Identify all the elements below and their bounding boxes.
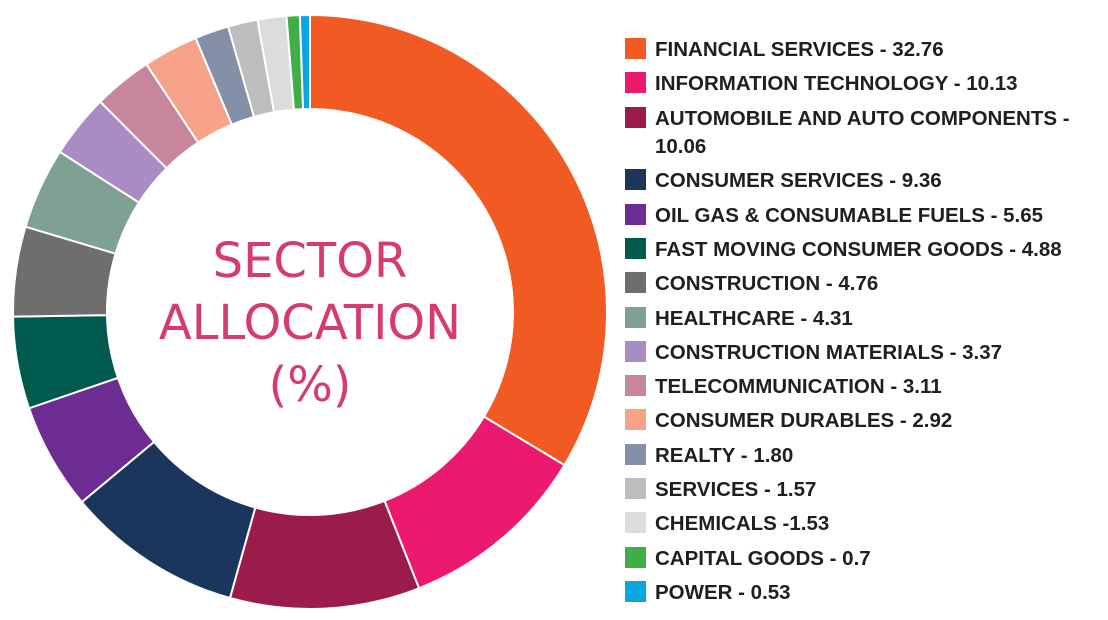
legend-item-7: HEALTHCARE - 4.31 (625, 305, 1105, 334)
legend-swatch (625, 272, 646, 294)
legend-item-0: FINANCIAL SERVICES - 32.76 (625, 36, 1105, 65)
legend-item-1: INFORMATION TECHNOLOGY - 10.13 (625, 70, 1105, 99)
chart-title-line-1: SECTOR (212, 233, 408, 289)
legend-swatch (625, 237, 646, 259)
donut-slice-15 (298, 13, 311, 111)
legend-label: AUTOMOBILE AND AUTO COMPONENTS - 10.06 (655, 106, 1070, 159)
legend-swatch (625, 546, 646, 568)
legend-swatch (625, 375, 646, 397)
legend-swatch (625, 443, 646, 465)
legend-swatch (625, 169, 646, 191)
legend-item-14: CAPITAL GOODS - 0.7 (625, 545, 1105, 574)
legend-label: FAST MOVING CONSUMER GOODS - 4.88 (655, 237, 1062, 261)
legend-swatch (625, 478, 646, 500)
legend-item-8: CONSTRUCTION MATERIALS - 3.37 (625, 339, 1105, 368)
chart-title: SECTOR ALLOCATION (%) (105, 230, 515, 416)
legend-item-12: SERVICES - 1.57 (625, 476, 1105, 505)
legend-swatch (625, 306, 646, 328)
legend-item-11: REALTY - 1.80 (625, 442, 1105, 471)
legend-label: CHEMICALS -1.53 (655, 512, 830, 536)
legend-item-9: TELECOMMUNICATION - 3.11 (625, 373, 1105, 402)
legend-swatch (625, 340, 646, 362)
legend-label: TELECOMMUNICATION - 3.11 (655, 375, 942, 399)
legend-swatch (625, 203, 646, 225)
legend-label: FINANCIAL SERVICES - 32.76 (655, 38, 944, 61)
legend-swatch (625, 72, 646, 94)
legend-swatch (625, 106, 646, 128)
legend-label: SERVICES - 1.57 (655, 478, 817, 502)
legend-item-3: CONSUMER SERVICES - 9.36 (625, 167, 1105, 196)
legend-label: CONSTRUCTION MATERIALS - 3.37 (655, 340, 1002, 364)
legend-item-15: POWER - 0.53 (625, 579, 1105, 608)
legend-label: HEALTHCARE - 4.31 (655, 306, 853, 330)
legend-swatch (625, 409, 646, 431)
donut-slice-0 (309, 13, 608, 467)
legend-label: CONSTRUCTION - 4.76 (655, 272, 879, 296)
legend-item-13: CHEMICALS -1.53 (625, 510, 1105, 539)
legend-label: INFORMATION TECHNOLOGY - 10.13 (655, 72, 1018, 96)
legend-item-6: CONSTRUCTION - 4.76 (625, 270, 1105, 299)
legend-swatch (625, 512, 646, 534)
legend-swatch (625, 580, 646, 602)
donut-slice-2 (228, 499, 421, 610)
donut-svg (12, 13, 608, 610)
legend-label: POWER - 0.53 (655, 580, 791, 604)
chart-title-line-3: (%) (268, 357, 352, 413)
legend-item-5: FAST MOVING CONSUMER GOODS - 4.88 (625, 236, 1105, 265)
legend-item-2: AUTOMOBILE AND AUTO COMPONENTS - 10.06 (625, 105, 1105, 162)
legend-label: CONSUMER DURABLES - 2.92 (655, 409, 953, 433)
legend-label: OIL GAS & CONSUMABLE FUELS - 5.65 (655, 203, 1044, 227)
legend-label: CONSUMER SERVICES - 9.36 (655, 169, 942, 193)
legend-label: REALTY - 1.80 (655, 443, 794, 467)
legend-swatch (625, 38, 646, 59)
legend-label: CAPITAL GOODS - 0.7 (655, 546, 871, 570)
legend-item-4: OIL GAS & CONSUMABLE FUELS - 5.65 (625, 202, 1105, 231)
chart-title-line-2: ALLOCATION (158, 295, 462, 351)
legend-item-10: CONSUMER DURABLES - 2.92 (625, 407, 1105, 436)
sector-allocation-donut-chart: SECTOR ALLOCATION (%) (12, 13, 608, 610)
legend: FINANCIAL SERVICES - 32.76 INFORMATION TE… (625, 36, 1105, 613)
